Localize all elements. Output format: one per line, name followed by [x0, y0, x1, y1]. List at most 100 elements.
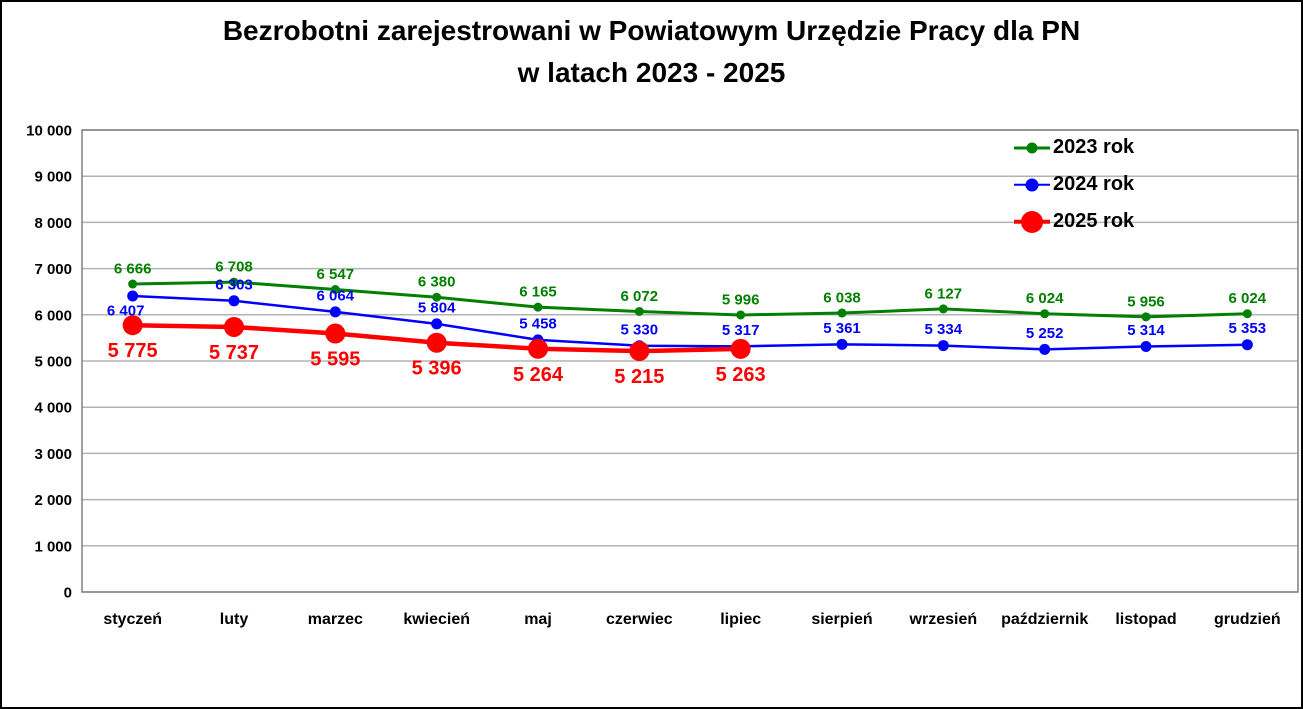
- chart-legend: 2023 rok 2024 rok 2025 rok: [1014, 129, 1134, 240]
- data-label: 5 737: [209, 342, 259, 364]
- data-point: [938, 304, 948, 314]
- data-label: 6 303: [215, 276, 253, 293]
- data-label: 5 252: [1026, 325, 1064, 342]
- series-line-2023-rok: [131, 280, 1249, 319]
- legend-item-2025-rok: 2025 rok: [1014, 203, 1134, 240]
- x-axis-label: wrzesień: [909, 611, 978, 628]
- data-point: [122, 315, 143, 336]
- data-point: [1242, 309, 1252, 319]
- data-point: [432, 292, 442, 302]
- data-point: [431, 318, 443, 330]
- x-axis-label: luty: [220, 611, 249, 628]
- legend-dot-swatch: [1026, 142, 1038, 153]
- series-line-2024-rok: [131, 294, 1249, 351]
- data-label: 5 361: [823, 320, 861, 337]
- data-point: [325, 323, 346, 344]
- y-axis-label: 9 000: [34, 169, 72, 186]
- x-axis-label: kwiecień: [403, 611, 470, 628]
- data-label: 6 407: [107, 302, 145, 319]
- legend-label: 2023 rok: [1053, 136, 1135, 158]
- legend-marker-icon: [1014, 210, 1050, 233]
- legend-marker-icon: [1014, 137, 1050, 159]
- y-axis-label: 3 000: [34, 446, 72, 463]
- data-point: [228, 295, 240, 307]
- data-point: [836, 338, 848, 350]
- x-axis-label: listopad: [1115, 611, 1176, 628]
- data-point: [736, 310, 746, 320]
- data-point: [1141, 312, 1151, 322]
- data-label: 6 127: [925, 285, 963, 302]
- x-axis-label: marzec: [308, 611, 363, 628]
- data-point: [224, 316, 244, 337]
- data-label: 6 708: [215, 259, 253, 276]
- data-label: 5 314: [1127, 322, 1165, 339]
- data-label: 5 458: [519, 315, 557, 332]
- plot-border: [81, 129, 1299, 593]
- data-label: 5 775: [108, 340, 158, 362]
- data-label: 5 334: [925, 321, 963, 338]
- y-axis-label: 7 000: [34, 261, 72, 278]
- data-label: 6 380: [418, 274, 456, 291]
- y-axis-label: 6 000: [34, 307, 72, 324]
- data-label: 5 595: [310, 349, 360, 371]
- x-axis-label: czerwiec: [606, 611, 673, 628]
- data-label: 5 317: [722, 322, 760, 339]
- data-point: [1241, 339, 1253, 351]
- y-axis-label: 5 000: [34, 354, 72, 371]
- y-axis-label: 2 000: [34, 492, 72, 509]
- data-point: [937, 340, 949, 352]
- data-label: 5 804: [418, 299, 456, 316]
- legend-item-2024-rok: 2024 rok: [1014, 166, 1134, 203]
- y-axis-label: 8 000: [34, 215, 72, 232]
- data-point: [634, 306, 644, 316]
- legend-label: 2025 rok: [1053, 210, 1135, 232]
- data-label: 5 263: [716, 364, 766, 386]
- data-label: 5 956: [1127, 293, 1165, 310]
- data-label: 6 064: [317, 287, 355, 304]
- y-axis-label: 10 000: [26, 123, 72, 140]
- y-axis-label: 4 000: [34, 400, 72, 417]
- chart-title-line2: w latach 2023 - 2025: [517, 57, 786, 88]
- x-axis-label: sierpień: [811, 611, 872, 628]
- data-label: 6 024: [1229, 290, 1267, 307]
- data-label: 6 666: [114, 261, 152, 278]
- data-point: [1040, 309, 1050, 319]
- x-axis-label: styczeń: [103, 611, 162, 628]
- data-label: 6 547: [317, 266, 355, 283]
- data-label: 5 264: [513, 364, 564, 386]
- data-point: [528, 338, 548, 359]
- data-point: [426, 332, 447, 353]
- x-axis-label: lipiec: [720, 611, 761, 628]
- data-point: [127, 290, 139, 302]
- legend-label: 2024 rok: [1053, 173, 1135, 195]
- x-axis-label: październik: [1001, 611, 1088, 628]
- data-point: [128, 279, 138, 289]
- data-point: [330, 285, 340, 295]
- data-point: [730, 338, 751, 359]
- data-label: 5 215: [614, 366, 664, 388]
- y-axis-label: 1 000: [34, 538, 72, 555]
- data-point: [629, 341, 650, 362]
- data-label: 5 996: [722, 291, 760, 308]
- legend-marker-icon: [1014, 174, 1050, 196]
- data-label: 5 330: [621, 321, 659, 338]
- data-label: 6 024: [1026, 290, 1064, 307]
- data-point: [1140, 340, 1152, 352]
- x-axis-label: maj: [524, 611, 552, 628]
- data-point: [1039, 343, 1051, 355]
- data-point: [229, 277, 239, 287]
- y-axis-label: 0: [64, 585, 72, 602]
- data-point: [533, 302, 543, 312]
- data-label: 6 072: [621, 288, 659, 305]
- chart-title: Bezrobotni zarejestrowani w Powiatowym U…: [2, 10, 1301, 94]
- data-point: [329, 306, 341, 318]
- x-axis-label: grudzień: [1214, 611, 1281, 628]
- data-label: 6 165: [519, 284, 557, 301]
- legend-dot-swatch: [1021, 210, 1043, 233]
- legend-dot-swatch: [1025, 178, 1039, 191]
- data-label: 6 038: [823, 290, 861, 307]
- data-label: 5 353: [1229, 320, 1267, 337]
- data-label: 5 396: [412, 358, 462, 380]
